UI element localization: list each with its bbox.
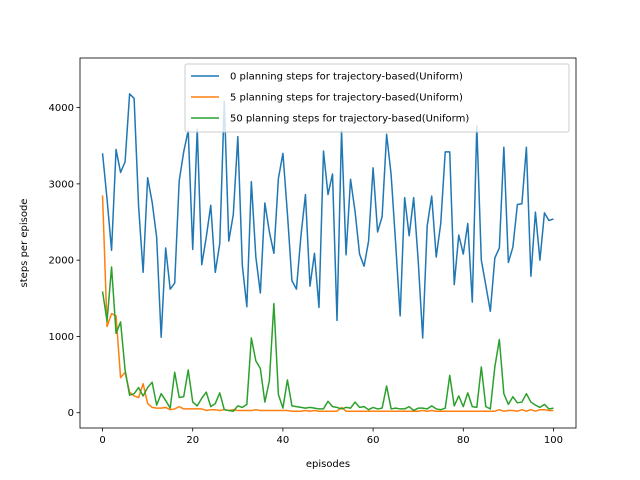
x-tick-label: 60 — [367, 435, 380, 446]
y-tick-label: 0 — [68, 408, 74, 419]
x-tick-label: 40 — [277, 435, 290, 446]
legend-label: 50 planning steps for trajectory-based(U… — [230, 114, 469, 125]
x-tick-label: 80 — [457, 435, 470, 446]
x-tick-label: 0 — [99, 435, 105, 446]
y-tick-label: 2000 — [49, 256, 74, 267]
legend-box — [184, 63, 570, 133]
series-layer — [101, 93, 554, 412]
legend: 0 planning steps for trajectory-based(Un… — [184, 63, 570, 133]
y-tick-label: 4000 — [49, 103, 74, 114]
series-line-2 — [101, 266, 554, 412]
y-tick-label: 3000 — [49, 179, 74, 190]
x-tick-label: 20 — [186, 435, 199, 446]
plot-frame — [79, 57, 577, 429]
series-line-0 — [101, 93, 554, 339]
series-line-1 — [101, 195, 554, 412]
legend-label: 5 planning steps for trajectory-based(Un… — [230, 93, 463, 104]
y-tick-label: 1000 — [49, 332, 74, 343]
y-axis-ticks: 0 1000 2000 3000 4000 — [49, 103, 80, 419]
x-axis-label: episodes — [306, 459, 350, 470]
y-axis-label: steps per episode — [19, 199, 30, 288]
legend-label: 0 planning steps for trajectory-based(Un… — [230, 72, 463, 83]
x-tick-label: 100 — [544, 435, 563, 446]
x-axis-ticks: 0 20 40 60 80 100 — [99, 428, 563, 446]
